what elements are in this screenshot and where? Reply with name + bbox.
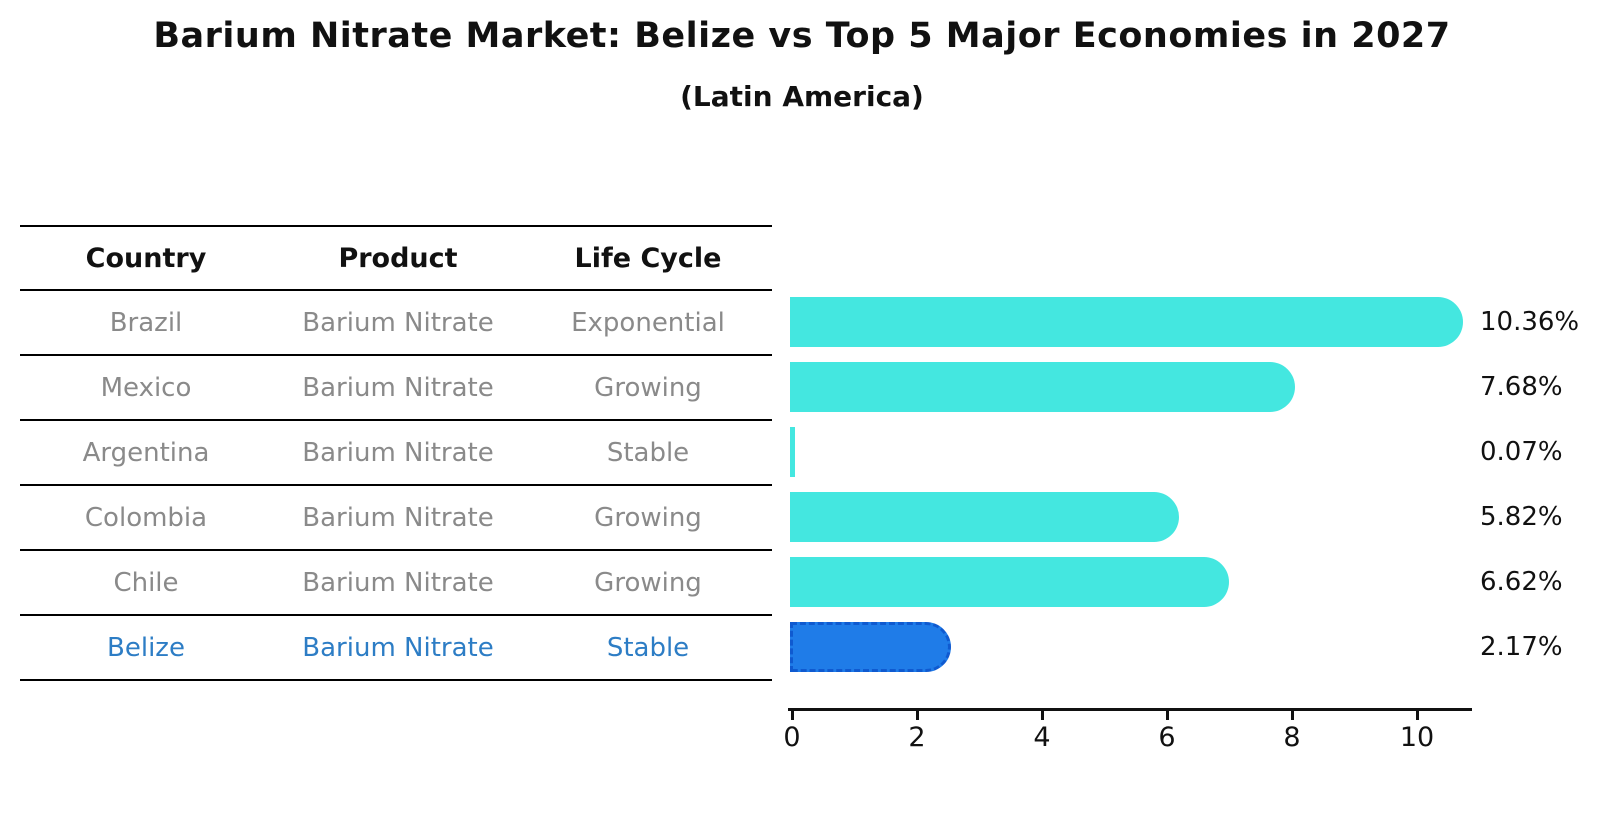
cell-life-cycle: Stable <box>606 632 690 663</box>
value-label: 6.62% <box>1480 567 1563 597</box>
cell-life-cycle: Growing <box>594 372 702 403</box>
column-header: Product <box>338 242 458 274</box>
table-header-row: Country Product Life Cycle <box>20 225 772 291</box>
cell-country: Mexico <box>100 372 192 403</box>
cell-country: Colombia <box>84 502 208 533</box>
chart-title: Barium Nitrate Market: Belize vs Top 5 M… <box>153 16 1451 56</box>
bar-belize <box>790 622 951 672</box>
value-label: 0.07% <box>1480 437 1563 467</box>
cell-country: Belize <box>107 632 185 663</box>
x-axis-tick <box>790 708 794 720</box>
x-axis-tick-label: 2 <box>908 722 926 753</box>
x-axis-tick-label: 10 <box>1399 722 1435 753</box>
bar-mexico <box>790 362 1295 412</box>
cell-life-cycle: Exponential <box>571 307 725 338</box>
table-row: Chile Barium Nitrate Growing <box>20 551 772 616</box>
x-axis-tick <box>1290 708 1294 720</box>
x-axis-tick-label: 6 <box>1158 722 1176 753</box>
x-axis-tick-label: 0 <box>783 722 801 753</box>
x-axis-tick-label: 8 <box>1283 722 1301 753</box>
x-axis-tick <box>915 708 919 720</box>
cell-product: Barium Nitrate <box>302 567 494 598</box>
table-row: Mexico Barium Nitrate Growing <box>20 356 772 421</box>
cell-life-cycle: Growing <box>594 567 702 598</box>
cell-product: Barium Nitrate <box>302 307 494 338</box>
table-row: Colombia Barium Nitrate Growing <box>20 486 772 551</box>
chart-subtitle: (Latin America) <box>680 80 924 113</box>
cell-product: Barium Nitrate <box>302 372 494 403</box>
bar-chile <box>790 557 1229 607</box>
bar-colombia <box>790 492 1179 542</box>
cell-country: Chile <box>113 567 179 598</box>
country-table: Country Product Life Cycle Brazil Barium Nit… <box>20 225 772 681</box>
column-header: Country <box>85 242 207 274</box>
table-row: Brazil Barium Nitrate Exponential <box>20 291 772 356</box>
x-axis-tick <box>1165 708 1169 720</box>
bar-argentina <box>790 427 795 477</box>
table-row: Argentina Barium Nitrate Stable <box>20 421 772 486</box>
cell-life-cycle: Growing <box>594 502 702 533</box>
cell-country: Argentina <box>82 437 210 468</box>
cell-product: Barium Nitrate <box>302 437 494 468</box>
value-label: 2.17% <box>1480 632 1563 662</box>
cell-life-cycle: Stable <box>606 437 690 468</box>
table-row: Belize Barium Nitrate Stable <box>20 616 772 681</box>
cell-product: Barium Nitrate <box>302 502 494 533</box>
x-axis-line <box>788 708 1472 711</box>
x-axis-tick-label: 4 <box>1033 722 1051 753</box>
bar-brazil <box>790 297 1463 347</box>
x-axis-tick <box>1415 708 1419 720</box>
column-header: Life Cycle <box>574 242 722 274</box>
cell-product: Barium Nitrate <box>302 632 494 663</box>
value-label: 7.68% <box>1480 372 1563 402</box>
value-label: 10.36% <box>1480 307 1580 337</box>
cell-country: Brazil <box>109 307 183 338</box>
value-label: 5.82% <box>1480 502 1563 532</box>
x-axis-tick <box>1040 708 1044 720</box>
